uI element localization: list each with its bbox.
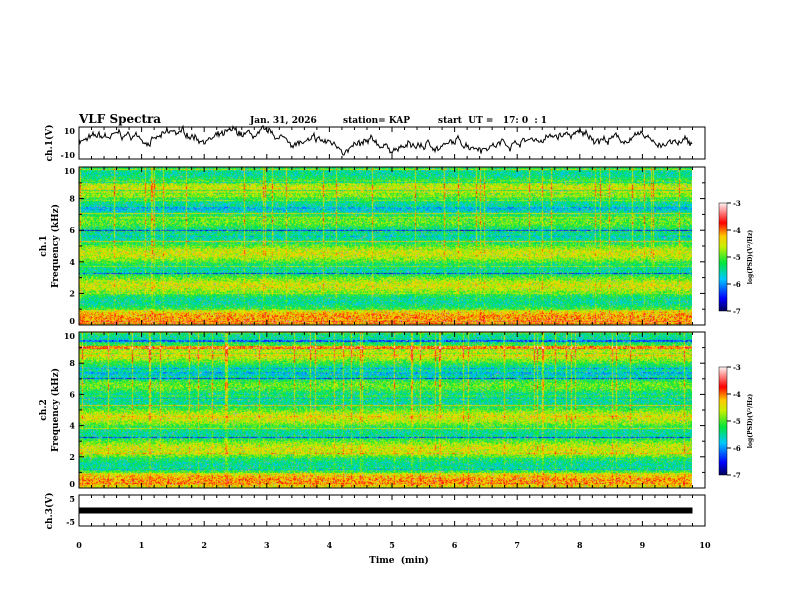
panel-frame-1	[78, 166, 706, 326]
y-tick-label: 2	[69, 288, 75, 298]
colorbar-frame	[718, 202, 728, 312]
x-tick-label: 10	[699, 540, 711, 550]
colorbar-tick-label: -6	[733, 280, 741, 289]
x-tick-label: 9	[640, 540, 646, 550]
y-tick-label: 4	[69, 421, 75, 431]
y-tick-label: 0	[69, 316, 75, 326]
colorbar-2	[719, 367, 727, 475]
y-tick-label: -10	[61, 150, 76, 160]
x-tick-label: 0	[76, 540, 82, 550]
x-tick-label: 5	[389, 540, 395, 550]
x-tick-label: 3	[264, 540, 270, 550]
ch1-waveform-line	[78, 124, 693, 156]
date-label: Jan. 31, 2026	[249, 116, 317, 126]
x-tick-label: 6	[452, 540, 458, 550]
ch3-ylabel: ch.3(V)	[44, 493, 55, 530]
spec2-ylabel-bottom: Frequency (kHz)	[50, 368, 61, 452]
y-tick-label: 5	[69, 494, 75, 504]
colorbar1-label: log(PSD)(V²/Hz)	[747, 230, 754, 285]
y-tick-label: 8	[69, 194, 75, 204]
ch1-ylabel: ch.1(V)	[44, 125, 55, 162]
colorbar-tick-label: -4	[733, 226, 741, 235]
y-tick-label: 10	[64, 166, 76, 176]
colorbar-tick-label: -7	[733, 471, 741, 480]
x-axis-label: Time (min)	[369, 555, 429, 566]
spec2-ylabel-top: ch.2	[39, 399, 49, 420]
y-tick-label: -5	[66, 517, 75, 527]
x-tick-label: 8	[577, 540, 583, 550]
y-tick-label: 6	[69, 389, 75, 399]
colorbar-tick-label: -5	[733, 253, 741, 262]
y-tick-label: 6	[69, 225, 75, 235]
colorbar-frame	[718, 366, 728, 476]
x-tick-label: 2	[201, 540, 207, 550]
y-tick-label: 10	[64, 331, 76, 341]
x-tick-label: 4	[327, 540, 333, 550]
x-tick-label: 7	[514, 540, 520, 550]
figure-title: VLF Spectra	[78, 112, 161, 126]
ch1-spectrogram-image	[79, 167, 692, 325]
spec1-ylabel-bottom: Frequency (kHz)	[50, 204, 61, 288]
ch2-spectrogram-image	[79, 332, 692, 488]
panel-frame-2	[78, 331, 706, 489]
start-time-label: start UT = 17: 0 : 1	[438, 116, 547, 126]
x-tick-label: 1	[139, 540, 145, 550]
y-tick-label: 2	[69, 452, 75, 462]
y-tick-label: 0	[69, 479, 75, 489]
spec1-ylabel-top: ch.1	[39, 235, 49, 256]
colorbar-tick-label: -5	[733, 417, 741, 426]
y-tick-label: 4	[69, 257, 75, 267]
colorbar-tick-label: -3	[733, 363, 741, 372]
y-tick-label: 10	[64, 126, 76, 136]
colorbar-tick-label: -4	[733, 390, 741, 399]
colorbar-tick-label: -6	[733, 444, 741, 453]
station-label: station= KAP	[343, 116, 410, 126]
colorbar-1	[719, 203, 727, 311]
colorbar-tick-label: -3	[733, 199, 741, 208]
colorbar2-label: log(PSD)(V²/Hz)	[747, 394, 754, 449]
y-tick-label: 8	[69, 358, 75, 368]
colorbar-tick-label: -7	[733, 307, 741, 316]
